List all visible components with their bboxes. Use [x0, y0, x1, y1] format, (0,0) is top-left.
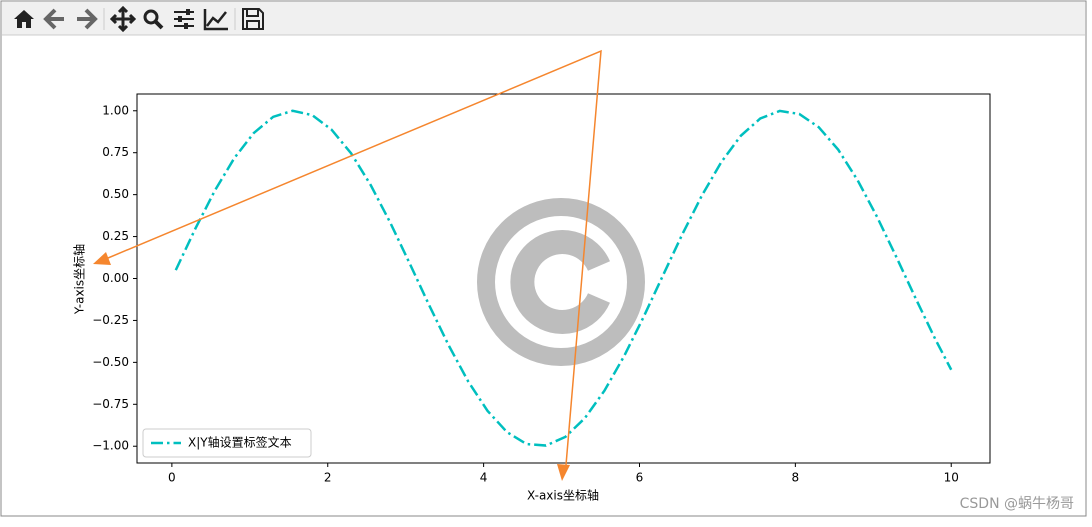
home-button[interactable] [14, 10, 34, 28]
y-tick-label: −0.50 [92, 355, 129, 369]
toolbar [2, 2, 1085, 35]
x-tick-label: 6 [636, 471, 644, 485]
y-tick-label: 0.25 [102, 229, 129, 243]
forward-button[interactable] [77, 8, 98, 30]
plot: 0 2 4 6 8 10 −1.00 −0.75 −0.50 −0.25 0.00 0.25 0.50 0… [92, 103, 959, 484]
copyright-c [510, 230, 610, 334]
arrow-head [93, 252, 111, 265]
y-tick-label: 1.00 [102, 103, 129, 117]
zoom-handle [153, 19, 164, 30]
arrow-line [107, 49, 602, 466]
toolbar-icons [14, 5, 264, 33]
x-tick-label: 0 [168, 471, 176, 485]
pan-button[interactable] [109, 5, 137, 33]
slider-knob [186, 9, 190, 15]
arrow-head [557, 464, 570, 481]
legend: X|Y轴设置标签文本 [142, 428, 312, 458]
x-tick-label: 4 [480, 471, 488, 485]
copyright-ring [477, 198, 645, 366]
x-axis-label: X-axis坐标轴 [527, 488, 599, 503]
slider-knob [184, 23, 188, 29]
zoom-button[interactable] [143, 9, 159, 25]
watermark: CSDN @蜗牛杨哥 [960, 496, 1074, 512]
x-tick-label: 10 [944, 471, 959, 485]
y-tick-label: −0.75 [92, 397, 129, 411]
x-tick-label: 2 [324, 471, 332, 485]
edit-axis-button[interactable] [203, 9, 228, 31]
annotation-arrows [93, 49, 602, 481]
legend-label: X|Y轴设置标签文本 [188, 435, 292, 450]
y-tick-label: 0.00 [102, 271, 129, 285]
save-button[interactable] [242, 8, 264, 30]
x-tick-label: 8 [792, 471, 800, 485]
y-tick-label: 0.75 [102, 145, 129, 159]
slider-knob [178, 16, 182, 22]
line [174, 109, 953, 447]
y-tick-label: 0.50 [102, 187, 129, 201]
legend-box [142, 428, 312, 458]
y-tick-label: −1.00 [92, 439, 129, 453]
copyright-symbol [477, 198, 645, 366]
plot-area [136, 93, 991, 464]
y-axis-label: Y-axis坐标轴 [72, 244, 87, 315]
y-tick-label: −0.25 [92, 313, 129, 327]
back-button[interactable] [43, 8, 64, 30]
